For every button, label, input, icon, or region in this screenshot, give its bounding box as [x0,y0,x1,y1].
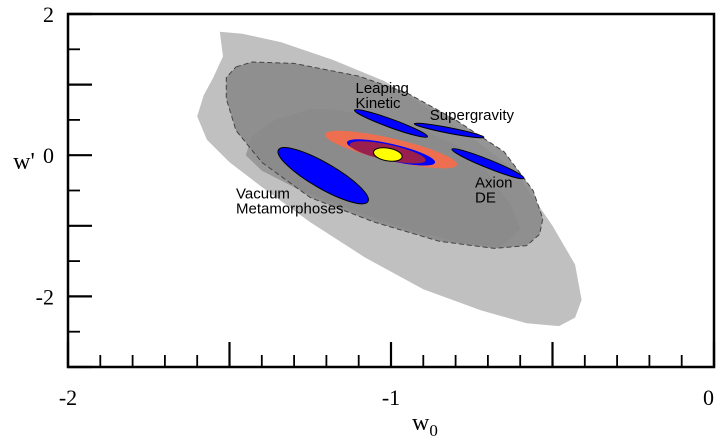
y-tick-label: 2 [43,2,54,27]
annotation-supergravity: Supergravity [430,107,515,124]
y-tick-label: -2 [36,284,54,309]
x-tick-label: 0 [703,385,714,410]
y-axis-label: w' [13,149,35,175]
x-tick-label: -2 [59,385,77,410]
model-supergravity [413,122,485,139]
annotation-axion-de: Axion DE [475,175,513,207]
annotation-labels: Leaping Kinetic Supergravity Axion DE Vacuum M… [236,80,515,217]
model-leaping-kinetic [354,109,428,138]
x-tick-label: -1 [382,385,400,410]
model-regions [277,109,525,205]
annotation-vacuum-metamorphoses: Vacuum Metamorphoses [236,185,344,217]
x-axis-label: w0 [412,410,438,440]
axis-ticks [66,12,716,369]
tick-labels: -2 -1 0 2 0 -2 [36,2,714,410]
model-vacuum-metamorphoses [277,147,369,205]
confidence-regions [197,31,582,327]
annotation-leaping-kinetic: Leaping Kinetic [356,80,409,112]
yellow-ellipse [372,147,403,162]
y-tick-label: 0 [43,143,54,168]
model-axion-de [451,148,525,180]
